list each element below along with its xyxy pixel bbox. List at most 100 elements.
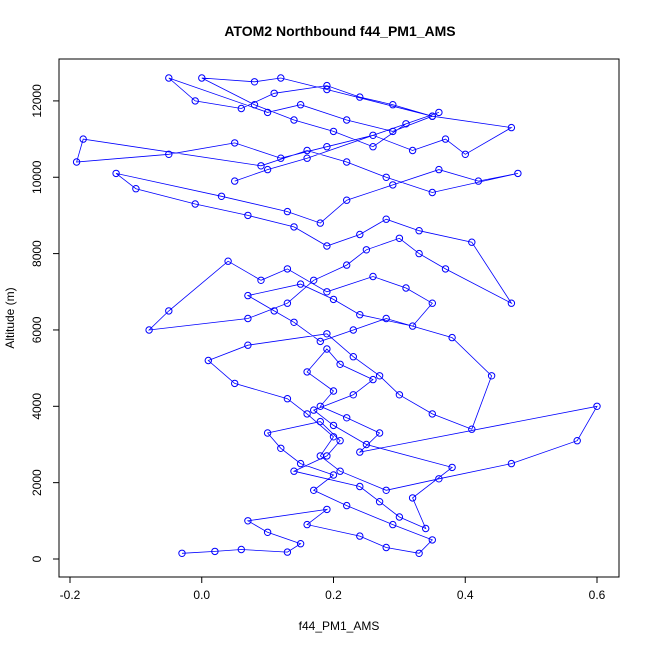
data-point	[375, 498, 384, 506]
data-point	[323, 345, 331, 353]
data-point	[329, 127, 338, 136]
data-point	[448, 463, 456, 472]
data-point	[507, 459, 516, 468]
data-point	[244, 517, 252, 525]
data-point	[303, 410, 311, 418]
data-point	[343, 158, 351, 166]
data-point	[237, 104, 246, 113]
data-point	[474, 177, 483, 185]
data-point	[277, 444, 285, 452]
data-point	[204, 356, 213, 365]
x-tick-label: -0.2	[60, 588, 81, 602]
data-point	[389, 181, 397, 189]
x-tick-label: 0.6	[589, 588, 606, 602]
data-point	[283, 548, 292, 556]
data-point	[514, 169, 522, 178]
data-point	[369, 272, 377, 281]
data-point	[422, 524, 430, 533]
data-point	[349, 326, 357, 334]
data-point	[296, 101, 305, 109]
data-point	[323, 505, 331, 514]
data-point	[310, 406, 318, 414]
data-point	[310, 276, 318, 284]
data-point	[356, 93, 364, 101]
data-point	[487, 372, 496, 380]
data-point	[198, 74, 206, 82]
data-point	[290, 223, 298, 231]
data-point	[382, 314, 390, 323]
data-point	[323, 143, 331, 151]
data-point	[303, 154, 311, 162]
data-point	[310, 486, 318, 494]
data-point	[323, 85, 331, 94]
y-tick-label: 10000	[30, 160, 44, 194]
y-tick-label: 8000	[30, 240, 44, 267]
data-point	[250, 101, 259, 109]
data-point	[461, 150, 469, 159]
data-point	[415, 249, 423, 258]
data-point	[336, 360, 344, 368]
data-point	[435, 165, 443, 174]
data-point	[382, 486, 390, 494]
data-point	[336, 467, 344, 475]
data-point	[296, 540, 305, 548]
data-point	[303, 368, 311, 376]
x-axis-label: f44_PM1_AMS	[299, 619, 380, 633]
data-point	[389, 101, 397, 109]
y-axis-label: Altitude (m)	[3, 287, 17, 348]
data-point	[250, 78, 259, 86]
data-point	[343, 501, 351, 510]
data-point	[349, 391, 357, 399]
data-point	[277, 74, 285, 82]
data-point	[428, 536, 436, 544]
data-point	[382, 173, 390, 182]
data-point	[395, 513, 404, 521]
data-point	[329, 471, 338, 479]
data-point	[329, 421, 338, 430]
data-point	[303, 520, 311, 529]
data-point	[132, 185, 140, 193]
data-point	[382, 543, 390, 552]
data-point	[329, 295, 338, 304]
data-point	[257, 162, 265, 170]
data-point	[356, 311, 364, 319]
data-point	[468, 238, 476, 246]
data-point	[389, 520, 397, 529]
data-point	[290, 467, 298, 475]
x-tick-label: 0.0	[193, 588, 210, 602]
data-point	[316, 417, 324, 426]
plot-frame	[58, 58, 620, 578]
data-point	[244, 314, 252, 323]
data-point	[112, 169, 120, 178]
data-point	[343, 196, 351, 204]
data-point	[362, 440, 371, 449]
data-point	[244, 291, 252, 300]
data-point	[336, 437, 344, 445]
data-point	[296, 280, 305, 288]
data-point	[217, 192, 226, 201]
data-point	[369, 131, 377, 140]
data-point	[329, 433, 338, 441]
data-point	[408, 494, 417, 502]
data-point	[79, 135, 87, 143]
data-point	[356, 532, 364, 540]
data-point	[468, 425, 476, 433]
data-point	[211, 547, 219, 556]
data-point	[191, 200, 199, 208]
data-layer	[72, 74, 601, 557]
data-point	[593, 402, 601, 410]
data-point	[165, 74, 173, 82]
x-tick-label: 0.4	[457, 588, 474, 602]
data-point	[356, 448, 364, 456]
data-point	[290, 318, 298, 326]
data-point	[428, 188, 436, 197]
data-point	[323, 242, 331, 250]
data-point	[231, 139, 239, 147]
data-point	[369, 375, 377, 384]
data-point	[428, 410, 436, 418]
data-point	[277, 154, 285, 162]
data-point	[165, 307, 173, 315]
y-tick-label: 0	[30, 555, 44, 562]
data-point	[507, 299, 516, 307]
y-tick-label: 6000	[30, 316, 44, 343]
